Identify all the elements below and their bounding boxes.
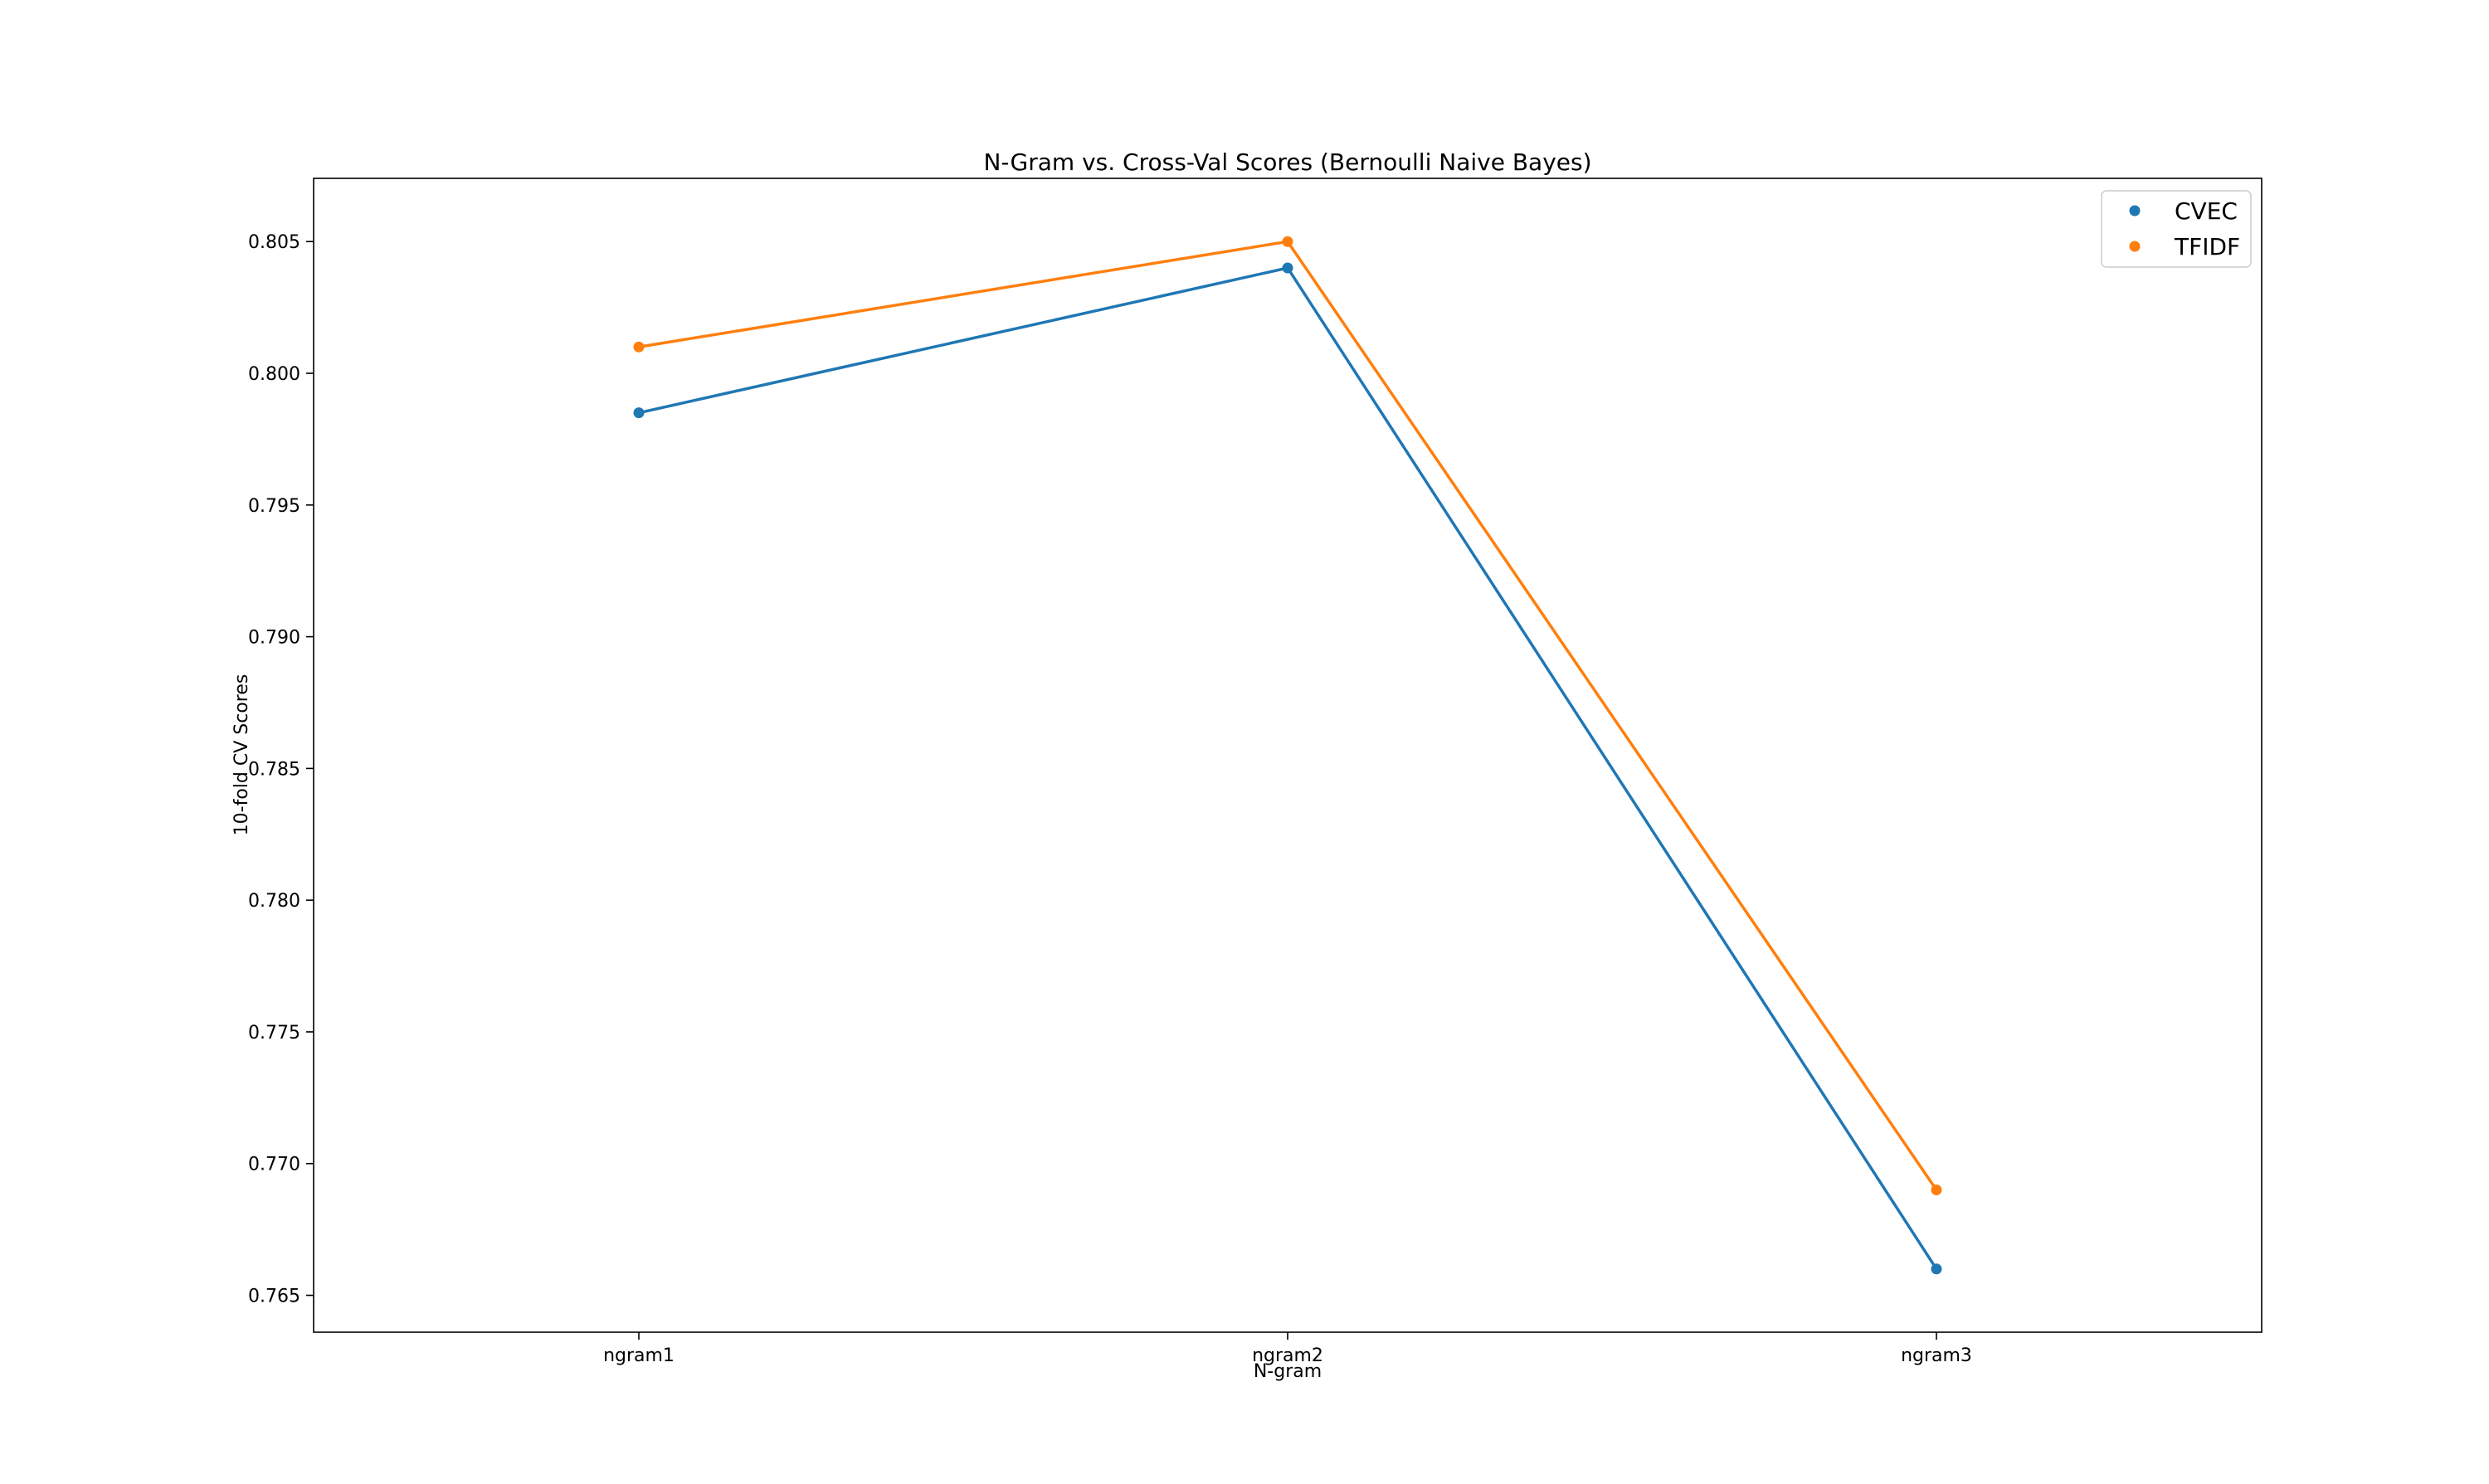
y-tick-label: 0.795 xyxy=(248,496,300,517)
data-point-tfidf xyxy=(633,341,645,353)
data-point-cvec xyxy=(633,407,645,419)
x-axis: ngram1 ngram2 ngram3 xyxy=(603,1332,1972,1366)
series-layer xyxy=(633,236,1942,1275)
y-tick-label: 0.770 xyxy=(248,1155,300,1175)
x-tick-label: ngram1 xyxy=(603,1345,675,1366)
y-tick-label: 0.790 xyxy=(248,628,300,649)
data-point-cvec xyxy=(1282,262,1293,274)
y-tick-label: 0.780 xyxy=(248,891,300,912)
legend-label-tfidf: TFIDF xyxy=(2174,233,2240,260)
data-point-tfidf xyxy=(1931,1185,1942,1196)
data-point-tfidf xyxy=(1282,236,1293,247)
legend-marker-cvec xyxy=(2129,205,2141,217)
y-tick-label: 0.765 xyxy=(248,1287,300,1307)
legend-label-cvec: CVEC xyxy=(2175,197,2238,225)
x-tick-label: ngram3 xyxy=(1901,1345,1972,1366)
y-tick-label: 0.785 xyxy=(248,759,300,780)
x-tick-label: ngram2 xyxy=(1252,1345,1323,1366)
x-axis-label: N-gram xyxy=(1254,1361,1322,1382)
legend-marker-tfidf xyxy=(2129,241,2141,252)
y-tick-label: 0.805 xyxy=(248,232,300,253)
y-tick-label: 0.775 xyxy=(248,1023,300,1044)
y-axis: 0.765 0.770 0.775 0.780 0.785 0.790 0.795 0.800… xyxy=(248,232,314,1307)
y-axis-label: 10-fold CV Scores xyxy=(231,674,252,836)
legend: CVEC TFIDF xyxy=(2101,190,2252,268)
chart-title: N-Gram vs. Cross-Val Scores (Bernoulli N… xyxy=(983,148,1591,176)
y-tick-label: 0.800 xyxy=(248,364,300,385)
data-point-cvec xyxy=(1931,1263,1942,1275)
